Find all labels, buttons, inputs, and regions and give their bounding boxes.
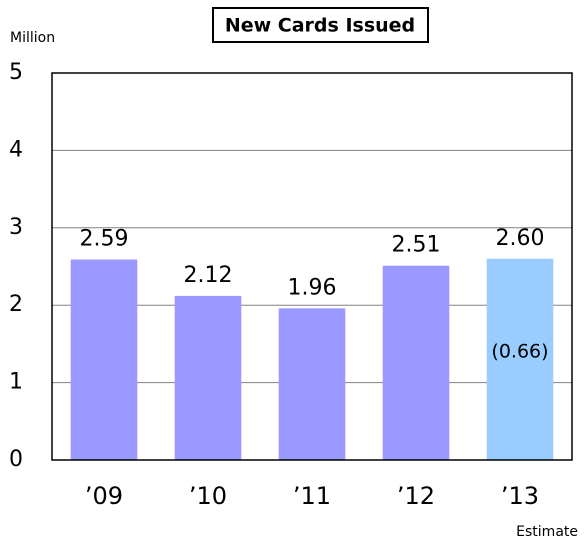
x-tick-label: ’11 (293, 482, 331, 510)
y-tick-label: 0 (9, 447, 23, 472)
x-tick-label: ’13 (501, 482, 539, 510)
value-label: 2.60 (496, 226, 545, 251)
value-label: 2.12 (184, 263, 233, 288)
bar (70, 259, 138, 460)
y-tick-label: 1 (9, 370, 23, 395)
bar (382, 265, 450, 460)
estimate-portion-label: (0.66) (491, 341, 548, 363)
y-tick-label: 3 (9, 215, 23, 240)
estimate-note: Estimate (516, 524, 578, 540)
value-label: 1.96 (288, 275, 337, 300)
plot-border (51, 72, 573, 461)
y-tick-label: 4 (9, 137, 23, 162)
y-tick-label: 2 (9, 292, 23, 317)
title-box (212, 7, 429, 43)
value-label: 2.59 (80, 227, 129, 252)
x-tick-label: ’10 (189, 482, 227, 510)
x-tick-label: ’12 (397, 482, 435, 510)
value-label: 2.51 (392, 233, 441, 258)
chart-title: New Cards Issued (225, 15, 415, 37)
bar (278, 308, 346, 460)
y-axis-label: Million (10, 30, 55, 46)
y-tick-label: 5 (9, 60, 23, 85)
x-tick-label: ’09 (85, 482, 123, 510)
bar (486, 258, 554, 460)
bar (174, 295, 242, 460)
